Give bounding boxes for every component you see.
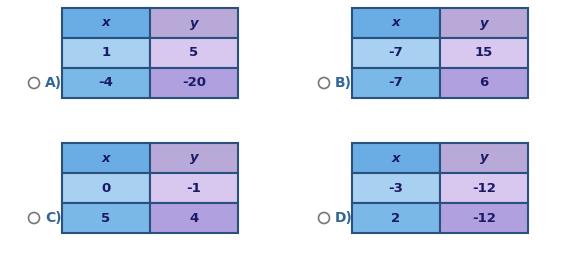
Text: A): A) — [45, 76, 62, 90]
Bar — [150, 8, 238, 38]
Text: 5: 5 — [189, 46, 198, 60]
Bar — [352, 203, 440, 233]
Text: -3: -3 — [389, 181, 404, 194]
Text: D): D) — [335, 211, 353, 225]
Text: -20: -20 — [182, 76, 206, 90]
Text: 15: 15 — [475, 46, 493, 60]
Bar — [62, 38, 150, 68]
Text: 0: 0 — [101, 181, 110, 194]
Text: -7: -7 — [389, 46, 404, 60]
Bar — [62, 173, 150, 203]
Text: 5: 5 — [101, 211, 110, 224]
Text: y: y — [480, 16, 488, 29]
Text: -4: -4 — [98, 76, 113, 90]
Bar — [440, 203, 528, 233]
Text: x: x — [102, 16, 110, 29]
Text: -1: -1 — [187, 181, 201, 194]
Bar — [352, 38, 440, 68]
Text: C): C) — [45, 211, 62, 225]
Bar — [440, 173, 528, 203]
Text: y: y — [190, 16, 198, 29]
Text: x: x — [102, 151, 110, 164]
Text: B): B) — [335, 76, 352, 90]
Text: 1: 1 — [101, 46, 110, 60]
Text: -12: -12 — [472, 211, 496, 224]
Bar — [150, 143, 238, 173]
Text: 2: 2 — [392, 211, 401, 224]
Text: -12: -12 — [472, 181, 496, 194]
Bar — [150, 173, 238, 203]
Bar — [352, 68, 440, 98]
Text: x: x — [392, 16, 400, 29]
Bar — [352, 8, 440, 38]
Text: 4: 4 — [189, 211, 198, 224]
Bar — [62, 143, 150, 173]
Text: -7: -7 — [389, 76, 404, 90]
Text: x: x — [392, 151, 400, 164]
Text: 6: 6 — [480, 76, 489, 90]
Bar — [150, 203, 238, 233]
Bar — [440, 143, 528, 173]
Bar — [440, 38, 528, 68]
Bar — [352, 173, 440, 203]
Bar — [352, 143, 440, 173]
Bar — [62, 8, 150, 38]
Bar — [62, 203, 150, 233]
Bar — [440, 8, 528, 38]
Bar — [62, 68, 150, 98]
Text: y: y — [480, 151, 488, 164]
Bar — [150, 38, 238, 68]
Text: y: y — [190, 151, 198, 164]
Bar — [440, 68, 528, 98]
Bar — [150, 68, 238, 98]
